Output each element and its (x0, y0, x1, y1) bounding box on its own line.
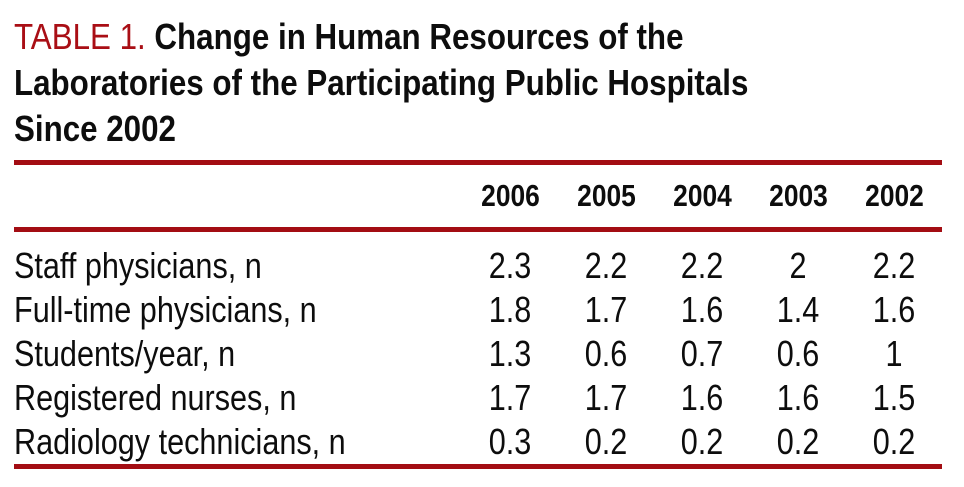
table-header-row: 2006 2005 2004 2003 2002 (14, 165, 942, 227)
column-header-2004: 2004 (672, 178, 732, 213)
row-label: Registered nurses, n (14, 377, 297, 418)
cell-value: 1.3 (488, 333, 532, 374)
cell-value: 1.6 (680, 289, 724, 330)
table-number-label: TABLE 1. (14, 16, 146, 57)
cell-value: 1.6 (680, 377, 724, 418)
cell-value: 2.2 (872, 245, 916, 286)
data-table: 2006 2005 2004 2003 2002 Staff physician… (14, 165, 942, 469)
row-label: Radiology technicians, n (14, 421, 346, 462)
cell-value: 0.2 (584, 421, 628, 462)
cell-value: 2 (789, 245, 807, 286)
title-text-part-1: Change in Human Resources of the (154, 16, 684, 57)
cell-value: 1.6 (776, 377, 820, 418)
table-figure: TABLE 1. Change in Human Resources of th… (14, 14, 942, 469)
row-label: Full-time physicians, n (14, 289, 317, 330)
title-text-part-2: Laboratories of the Participating Public… (14, 62, 749, 103)
cell-value: 1.4 (776, 289, 820, 330)
column-header-2002: 2002 (864, 178, 924, 213)
table-row: Registered nurses, n 1.7 1.7 1.6 1.6 1.5 (14, 376, 942, 420)
cell-value: 0.3 (488, 421, 532, 462)
row-label: Staff physicians, n (14, 245, 262, 286)
cell-value: 0.7 (680, 333, 724, 374)
title-text-part-3: Since 2002 (14, 108, 176, 149)
column-header-2005: 2005 (576, 178, 636, 213)
column-header-2006: 2006 (480, 178, 540, 213)
cell-value: 0.6 (776, 333, 820, 374)
cell-value: 2.2 (680, 245, 724, 286)
table-row: Students/year, n 1.3 0.6 0.7 0.6 1 (14, 332, 942, 376)
title-line-1: TABLE 1. Change in Human Resources of th… (14, 14, 942, 60)
table-row: Staff physicians, n 2.3 2.2 2.2 2 2.2 (14, 244, 942, 288)
cell-value: 1.6 (872, 289, 916, 330)
cell-value: 0.2 (872, 421, 916, 462)
top-rule (14, 160, 942, 165)
cell-value: 2.3 (488, 245, 532, 286)
cell-value: 1.8 (488, 289, 532, 330)
cell-value: 1.7 (584, 377, 628, 418)
bottom-rule (14, 464, 942, 469)
cell-value: 1.7 (488, 377, 532, 418)
header-rule (14, 227, 942, 232)
table-row: Full-time physicians, n 1.8 1.7 1.6 1.4 … (14, 288, 942, 332)
cell-value: 0.6 (584, 333, 628, 374)
column-header-2003: 2003 (768, 178, 828, 213)
cell-value: 1.5 (872, 377, 916, 418)
title-line-2: Laboratories of the Participating Public… (14, 60, 942, 106)
row-label: Students/year, n (14, 333, 236, 374)
title-line-3: Since 2002 (14, 106, 942, 152)
cell-value: 1.7 (584, 289, 628, 330)
table-body: Staff physicians, n 2.3 2.2 2.2 2 2.2 Fu… (14, 232, 942, 464)
table-title: TABLE 1. Change in Human Resources of th… (14, 14, 942, 152)
cell-value: 2.2 (584, 245, 628, 286)
table-row: Radiology technicians, n 0.3 0.2 0.2 0.2… (14, 420, 942, 464)
cell-value: 0.2 (776, 421, 820, 462)
cell-value: 0.2 (680, 421, 724, 462)
cell-value: 1 (885, 333, 903, 374)
